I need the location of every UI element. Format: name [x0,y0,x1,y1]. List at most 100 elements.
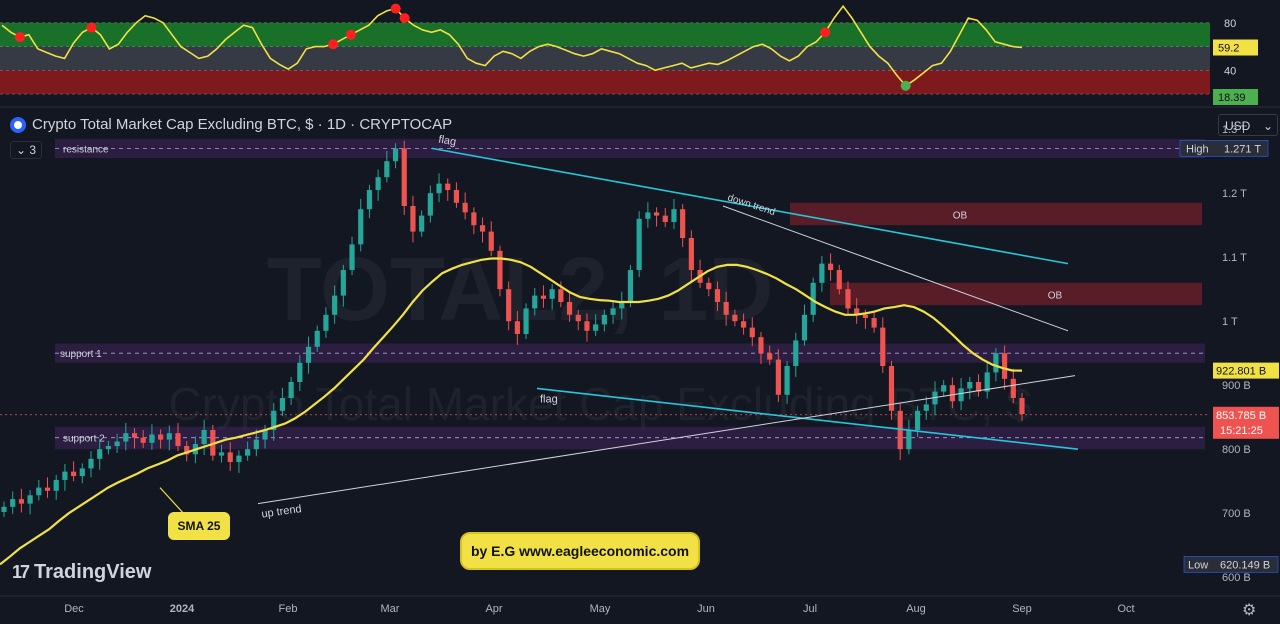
candle-body [506,289,512,322]
candle-body [279,398,286,411]
candle-body [767,353,773,360]
candle-body [593,324,599,331]
candle-body [549,289,555,299]
candle-body [79,468,85,477]
candle-body [349,244,355,270]
candle-body [53,479,59,491]
candle-body [854,308,860,315]
indicator-count: 3 [29,143,37,157]
flag-bottom-label: flag [540,393,558,405]
candle-body [236,455,242,462]
candle-body [375,177,381,190]
candle-body [688,238,694,270]
candle-body [1010,378,1016,398]
flag-top-label: flag [437,134,457,149]
candle-body [262,430,268,440]
indicator-toggle-button[interactable]: ⌄ 3 [10,141,43,159]
candle-body [610,308,616,315]
candle-body [871,318,877,328]
candle-body [445,183,451,190]
ob-label-upper: OB [953,210,968,221]
time-tick-label: Jul [803,603,817,615]
candle-body [97,449,103,459]
support2-label: support 2 [63,434,105,445]
candle-body [923,404,929,411]
osc-high-marker [390,3,401,14]
candle-body [915,410,921,430]
osc-upper-band [0,22,1210,47]
candle-body [305,346,312,363]
currency-select[interactable]: USD ⌄ [1218,114,1278,136]
osc-lower-band [0,70,1210,95]
price-tick-label: 1.1 T [1222,252,1247,264]
chevron-down-icon: ⌄ [1262,119,1273,133]
candle-body [671,209,677,222]
candle-body [392,148,399,162]
osc-tick-label: 80 [1224,18,1236,30]
candle-body [941,385,947,392]
candle-body [558,289,564,302]
candle-body [201,430,207,445]
candle-body [166,433,172,440]
candle-body [340,270,346,296]
sma-callout-box [168,512,230,540]
currency-label: USD [1225,119,1251,133]
down-trend-line [722,205,1069,332]
cryptocap-logo-icon [10,116,26,133]
candle-body [140,437,146,443]
sma-value-tag [1213,362,1279,379]
osc-high-marker [399,13,410,24]
sma25-line [0,257,1023,566]
candle-body [271,410,277,430]
chart-title: Crypto Total Market Cap Excluding BTC, $… [32,116,453,133]
candle-body [105,446,111,450]
candle-body [18,499,24,504]
candle-body [27,495,33,504]
time-tick-label: Jun [697,603,715,615]
candle-body [862,314,868,318]
candle-body [775,359,781,395]
candle-body [540,295,547,299]
candle-body [488,231,494,251]
candle-body [706,282,712,290]
support1-zone [55,343,1205,363]
candle-body [723,302,729,315]
gear-icon[interactable]: ⚙ [1242,602,1257,619]
candle-body [532,295,538,309]
candle-body [88,458,94,469]
sma-callout-pointer [159,487,186,516]
time-tick-label: Dec [64,603,84,615]
candle-body [819,263,825,283]
osc-low-marker [900,80,911,91]
candle-body [584,321,590,331]
up-trend-label: up trend [261,503,303,521]
candle-body [958,388,964,402]
candle-body [44,487,51,491]
time-tick-label: Oct [1117,603,1134,615]
candle-body [419,215,425,232]
osc-min-value: 18.39 [1218,92,1246,104]
high-label: High [1186,143,1209,155]
candle-body [297,362,303,382]
tradingview-logo: 17 TradingView [12,561,151,584]
candle-body [253,439,259,450]
resistance-zone [55,138,1205,158]
last-price-value: 853.785 B [1216,410,1266,422]
tradingview-mark-icon: 17 [12,562,30,582]
low-label: Low [1188,559,1208,571]
candle-body [314,330,320,347]
candle-body [845,289,851,309]
ob-label-lower: OB [1048,290,1063,301]
credit-badge: by E.G www.eagleeconomic.com [460,532,700,570]
time-tick-label: Mar [381,603,400,615]
candle-body [245,449,251,456]
candle-body [453,190,460,203]
low-tag [1183,556,1279,573]
candle-body [175,433,181,446]
osc-high-marker [820,27,831,38]
candle-body [332,295,338,315]
candle-body [793,340,799,366]
time-tick-label: Feb [279,603,298,615]
candle-body [384,161,390,178]
